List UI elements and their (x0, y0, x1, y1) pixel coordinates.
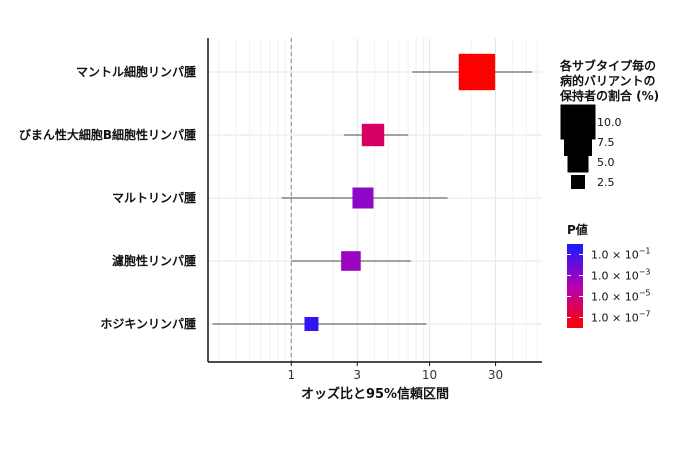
category-label: 濾胞性リンパ腫 (112, 253, 196, 268)
size-legend: 各サブタイプ毎の 病的バリアントの 保持者の割合 (%) 10.0 7.5 5.0 2… (559, 58, 659, 189)
category-label: マントル細胞リンパ腫 (76, 64, 196, 79)
x-tick-label: 10 (422, 368, 437, 382)
size-legend-title-line-3: 保持者の割合 (%) (559, 88, 659, 103)
color-legend-colorbar (567, 244, 583, 328)
size-legend-label: 2.5 (597, 176, 615, 189)
color-legend-label: 1.0 × 10−5 (591, 289, 651, 304)
category-label: ホジキンリンパ腫 (100, 316, 196, 331)
color-legend-label: 1.0 × 10−3 (591, 268, 651, 283)
odds-ratio-point (304, 317, 319, 331)
x-tick-label: 30 (488, 368, 503, 382)
size-legend-title-line-1: 各サブタイプ毎の (559, 58, 656, 73)
size-legend-label: 10.0 (597, 116, 622, 129)
color-legend: P値 1.0 × 10−1 1.0 × 10−3 1.0 × 10−5 1.0 × 1… (567, 222, 651, 328)
x-axis-title: オッズ比と95%信頼区間 (301, 386, 449, 402)
size-legend-key (564, 128, 592, 156)
size-legend-label: 5.0 (597, 156, 615, 169)
color-legend-label: 1.0 × 10−7 (591, 310, 651, 325)
odds-ratio-point (341, 251, 361, 271)
odds-ratio-point (352, 187, 374, 209)
size-legend-key (571, 175, 585, 189)
category-label: びまん性大細胞B細胞性リンパ腫 (19, 127, 196, 142)
x-tick-labels: 1 3 10 30 (287, 362, 503, 382)
color-legend-label: 1.0 × 10−1 (591, 247, 651, 262)
odds-ratio-markers (304, 53, 496, 331)
category-label: マルトリンパ腫 (112, 190, 196, 205)
size-legend-title-line-2: 病的バリアントの (560, 73, 656, 88)
x-tick-label: 1 (287, 368, 295, 382)
odds-ratio-point (458, 53, 496, 91)
odds-ratio-point (361, 123, 385, 147)
x-tick-label: 3 (353, 368, 361, 382)
size-legend-key (567, 151, 589, 173)
size-legend-label: 7.5 (597, 136, 615, 149)
category-labels: マントル細胞リンパ腫びまん性大細胞B細胞性リンパ腫マルトリンパ腫濾胞性リンパ腫ホ… (19, 64, 196, 331)
color-legend-title: P値 (567, 222, 588, 237)
